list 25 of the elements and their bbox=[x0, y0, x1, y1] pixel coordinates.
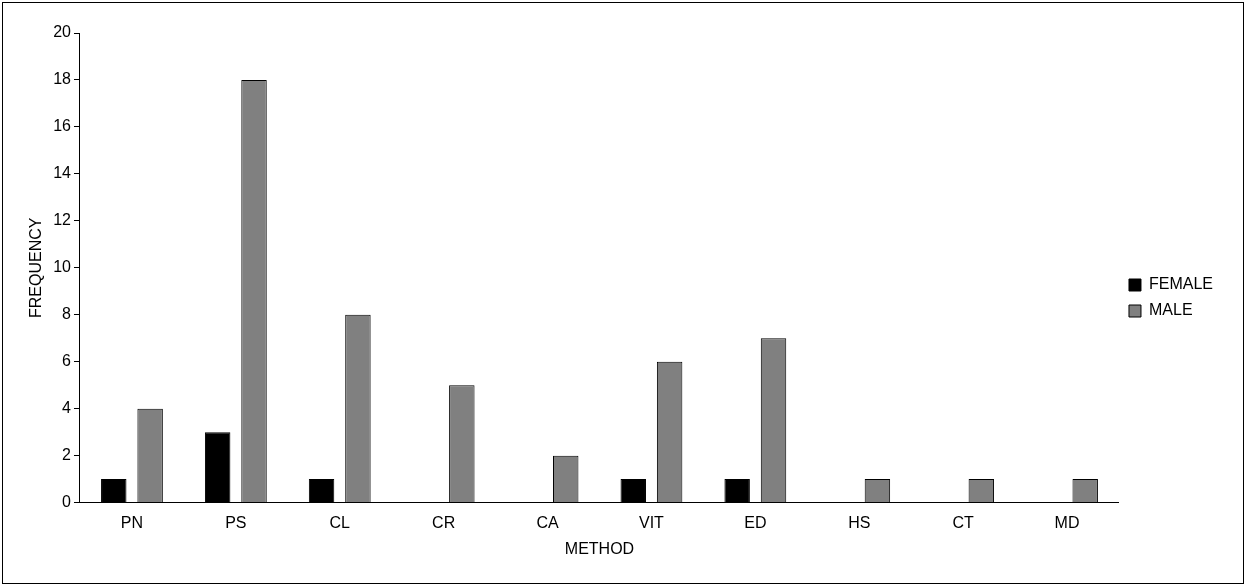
legend-label: MALE bbox=[1148, 301, 1193, 319]
x-axis-title: METHOD bbox=[564, 539, 635, 557]
y-tick-label: 18 bbox=[53, 70, 72, 88]
x-tick-label: CT bbox=[952, 513, 975, 531]
x-tick-label: ED bbox=[744, 513, 767, 531]
x-tick-label: PS bbox=[225, 513, 247, 531]
y-axis-title: FREQUENCY bbox=[27, 217, 45, 319]
y-tick-label: 12 bbox=[53, 211, 72, 229]
y-tick-label: 16 bbox=[53, 117, 72, 135]
y-tick-label: 4 bbox=[62, 399, 72, 417]
x-tick-label: CA bbox=[536, 513, 559, 531]
x-tick-label: CL bbox=[329, 513, 351, 531]
x-tick-label: VIT bbox=[638, 513, 665, 531]
legend-label: FEMALE bbox=[1148, 275, 1213, 293]
x-tick-label: MD bbox=[1054, 513, 1080, 531]
y-tick-label: 0 bbox=[62, 493, 72, 511]
y-tick-label: 8 bbox=[62, 305, 72, 323]
y-tick-label: 20 bbox=[53, 23, 72, 41]
x-tick-label: HS bbox=[848, 513, 871, 531]
y-tick-label: 6 bbox=[62, 352, 72, 370]
x-tick-label: PN bbox=[120, 513, 144, 531]
y-tick-label: 2 bbox=[62, 446, 72, 464]
y-tick-label: 10 bbox=[53, 258, 72, 276]
x-tick-label: CR bbox=[432, 513, 456, 531]
y-tick-label: 14 bbox=[53, 164, 72, 182]
